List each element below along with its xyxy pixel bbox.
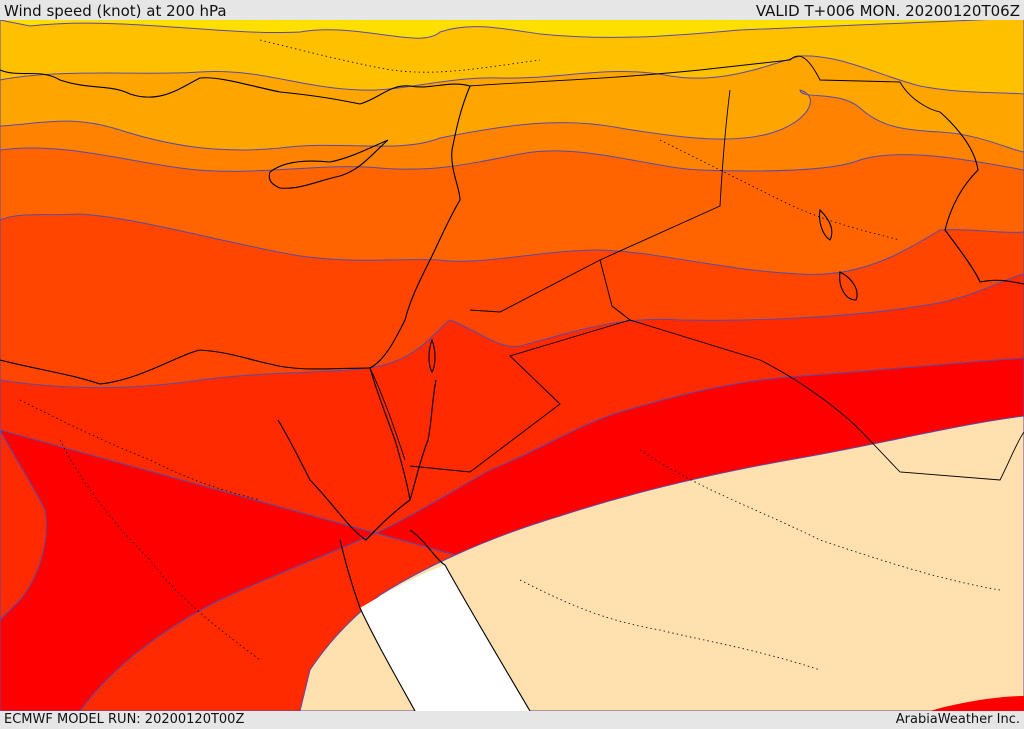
band-red-corner xyxy=(930,696,1024,711)
cyprus-coast xyxy=(268,139,389,189)
dead-sea xyxy=(428,338,436,374)
bahrain-qatar xyxy=(839,271,858,301)
band-white xyxy=(360,565,530,711)
map-title: Wind speed (knot) at 200 hPa xyxy=(4,2,227,20)
border-saudi-yemen xyxy=(629,319,1024,481)
border-iraq-saudi xyxy=(469,89,731,313)
border-egypt-israel xyxy=(369,367,406,461)
map-header: Wind speed (knot) at 200 hPa VALID T+006… xyxy=(0,0,1024,20)
admin-boundaries xyxy=(19,39,1001,671)
border-syria-iraq xyxy=(469,55,941,113)
model-run: ECMWF MODEL RUN: 20200120T00Z xyxy=(4,712,245,727)
coastlines xyxy=(0,69,1024,711)
sinai-gulf-suez xyxy=(277,367,411,541)
red-sea-coast-east xyxy=(409,529,531,711)
admin-saudi-2 xyxy=(639,449,1001,591)
gulf-aqaba xyxy=(409,379,437,501)
borders xyxy=(369,55,1024,481)
egypt-coast xyxy=(0,349,371,385)
admin-iraq xyxy=(659,139,901,241)
levant-coast xyxy=(369,85,471,369)
map-footer: ECMWF MODEL RUN: 20200120T00Z ArabiaWeat… xyxy=(0,711,1024,729)
admin-saudi xyxy=(519,579,821,671)
gulf-coast xyxy=(939,111,1024,285)
wind-speed-map xyxy=(0,20,1024,711)
credit-label: ArabiaWeather Inc. xyxy=(895,712,1020,727)
red-sea-coast-west xyxy=(339,539,416,711)
border-jordan-saudi xyxy=(409,259,631,473)
turkey-coast xyxy=(0,69,471,105)
valid-time: VALID T+006 MON. 20200120T06Z xyxy=(755,2,1020,20)
caspian-lake xyxy=(818,208,833,241)
